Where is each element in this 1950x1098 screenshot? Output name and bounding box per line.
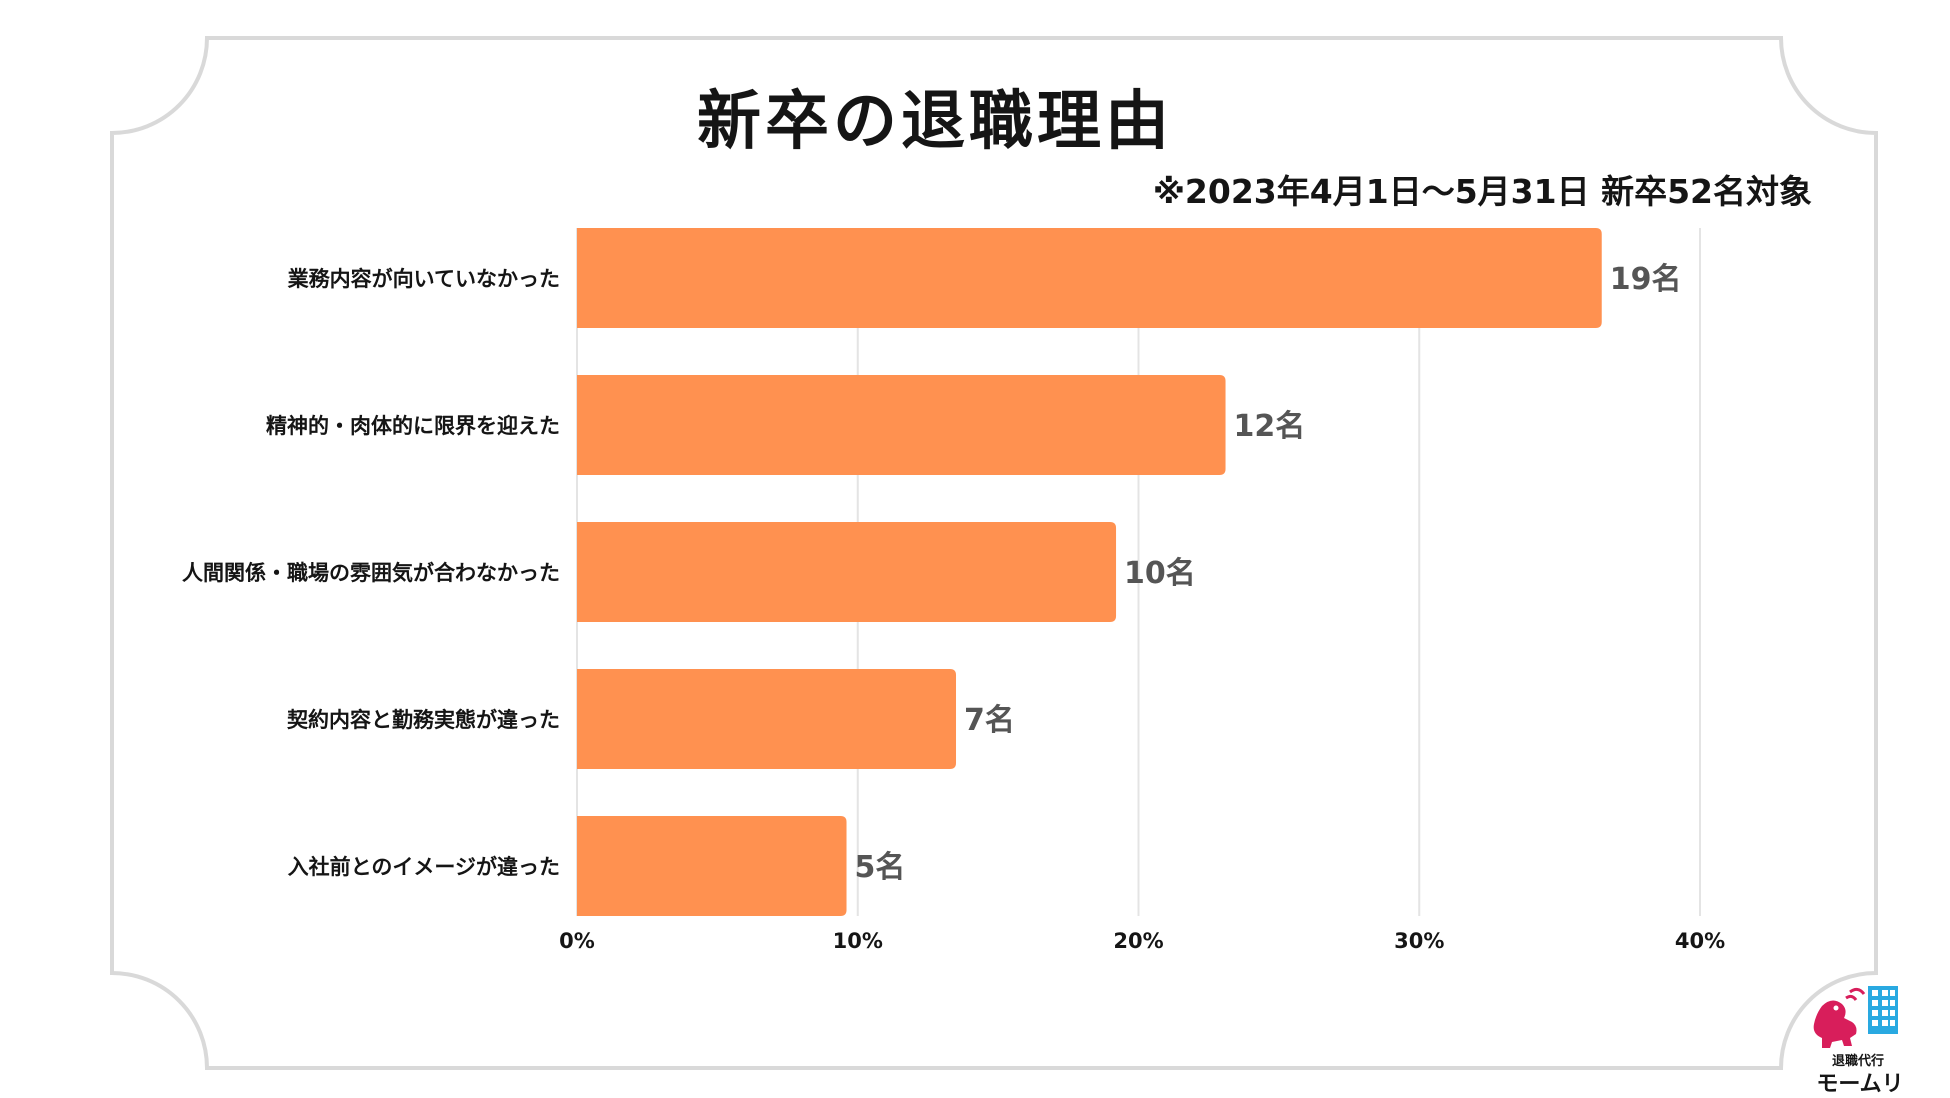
bar xyxy=(577,375,1226,475)
bar xyxy=(577,522,1117,622)
frame-outline xyxy=(110,36,1878,1070)
category-label: 精神的・肉体的に限界を迎えた xyxy=(266,414,560,438)
bar xyxy=(577,816,847,916)
x-tick-label: 40% xyxy=(1675,929,1725,953)
chart-title: 新卒の退職理由 xyxy=(697,85,1173,159)
value-label: 5名 xyxy=(855,850,906,885)
value-label: 12名 xyxy=(1234,409,1306,444)
logo-text-service: 退職代行 xyxy=(1831,1054,1884,1069)
x-tick-label: 30% xyxy=(1394,929,1444,953)
x-tick-label: 20% xyxy=(1113,929,1163,953)
category-label: 業務内容が向いていなかった xyxy=(288,267,560,291)
category-label: 入社前とのイメージが違った xyxy=(288,855,560,879)
value-label: 10名 xyxy=(1124,556,1196,591)
bar xyxy=(577,669,957,769)
x-tick-label: 0% xyxy=(559,929,595,953)
value-label: 19名 xyxy=(1610,262,1682,297)
value-label: 7名 xyxy=(964,703,1015,738)
bar xyxy=(577,228,1602,328)
logo-mascot-icon xyxy=(1813,986,1898,1048)
chart-subtitle: ※2023年4月1日〜5月31日 新卒52名対象 xyxy=(1152,172,1812,211)
logo-text-brand: モームリ xyxy=(1816,1072,1904,1097)
category-label: 人間関係・職場の雰囲気が合わなかった xyxy=(182,561,560,585)
x-tick-label: 10% xyxy=(833,929,883,953)
category-label: 契約内容と勤務実態が違った xyxy=(286,708,560,732)
